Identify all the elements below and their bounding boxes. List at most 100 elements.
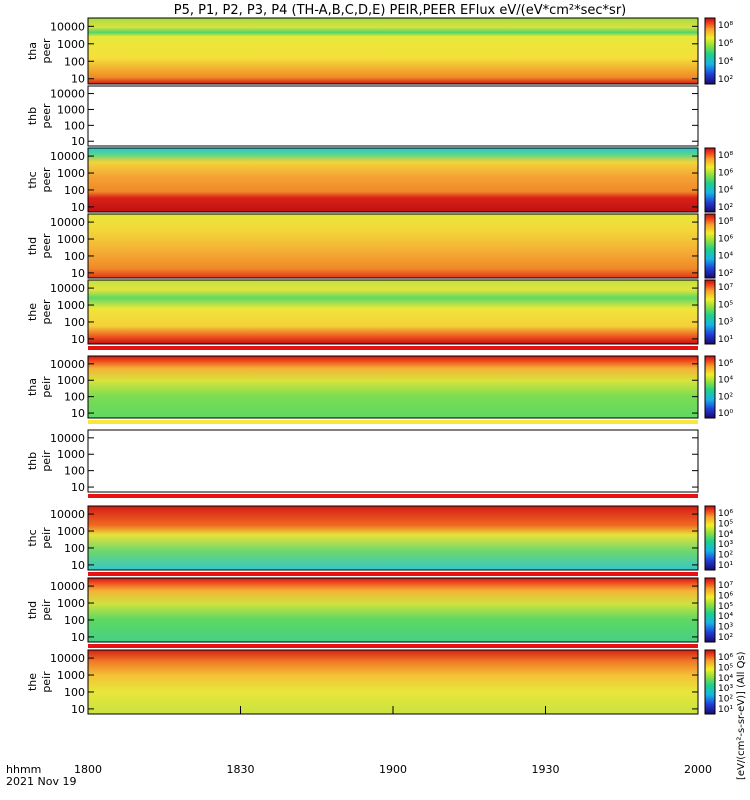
ylabel-species: peer	[40, 299, 53, 325]
panel-thc-peer: 10 100 1000 10000 thc peer 10⁸ 10⁶ 10⁴ 10²	[26, 147, 733, 214]
panel-frame	[87, 85, 699, 147]
y-tick-label: 1000	[57, 233, 85, 246]
ylabel-species: peir	[40, 527, 53, 549]
ylabel-probe: thb	[26, 107, 39, 125]
panel-tha-peir: 10 100 1000 10000 tha peir 10⁶ 10⁴ 10² 10⁰	[26, 355, 733, 420]
colorbar-tick-label: 10⁴	[718, 530, 733, 540]
colorbar	[704, 213, 716, 279]
colorbar-tick-label: 10⁶	[718, 509, 733, 519]
panel-frame	[87, 577, 699, 643]
status-strip	[88, 644, 698, 648]
colorbar-tick-label: 10⁵	[718, 519, 733, 529]
spectrogram-thc-peir	[88, 506, 698, 570]
spectrogram-empty-thb-peir	[88, 430, 698, 492]
y-tick-label: 10000	[50, 508, 85, 521]
y-tick-label: 10000	[50, 580, 85, 593]
y-tick-label: 1000	[57, 669, 85, 682]
colorbar-tick-label: 10¹	[718, 561, 733, 571]
ylabel-probe: thc	[26, 171, 39, 188]
spectrogram-thc-peer	[88, 148, 698, 212]
panel-thd-peer: 10 100 1000 10000 thd peer 10⁸ 10⁶ 10⁴ 10²	[26, 213, 733, 280]
colorbar-tick-label: 10²	[718, 203, 733, 213]
x-tick-label: 1930	[532, 763, 560, 776]
ylabel-probe: tha	[26, 42, 39, 60]
y-tick-label: 100	[64, 686, 85, 699]
y-tick-label: 10	[71, 135, 85, 148]
colorbar	[704, 505, 716, 571]
colorbar-tick-label: 10²	[718, 695, 733, 705]
x-tick-label: 1830	[227, 763, 255, 776]
colorbar	[704, 17, 716, 85]
ylabel-species: peir	[40, 450, 53, 472]
ylabel-probe: thb	[26, 452, 39, 470]
colorbar	[704, 649, 716, 715]
y-tick-label: 10	[71, 267, 85, 280]
colorbar-tick-label: 10¹	[718, 705, 733, 715]
ylabel-species: peir	[40, 376, 53, 398]
colorbar-tick-label: 10⁵	[718, 663, 733, 673]
spectrogram-the-peir	[88, 650, 698, 714]
y-tick-label: 100	[64, 119, 85, 132]
ylabel-species: peer	[40, 233, 53, 259]
colorbar-tick-label: 10⁴	[718, 612, 733, 622]
ylabel-probe: the	[26, 673, 39, 691]
ylabel-species: peir	[40, 599, 53, 621]
spectrogram-tha-peir	[88, 356, 698, 418]
colorbar-tick-label: 10⁶	[718, 359, 733, 369]
colorbar-tick-label: 10⁸	[718, 21, 733, 31]
y-tick-label: 10000	[50, 282, 85, 295]
x-tick-label: 1900	[379, 763, 407, 776]
y-tick-label: 10	[71, 333, 85, 346]
y-tick-label: 100	[64, 250, 85, 263]
spectrogram-empty-thb-peer	[88, 86, 698, 146]
figure-title: P5, P1, P2, P3, P4 (TH-A,B,C,D,E) PEIR,P…	[174, 3, 627, 18]
x-tick-label: 1800	[74, 763, 102, 776]
ylabel-species: peer	[40, 38, 53, 64]
colorbar-tick-label: 10²	[718, 392, 733, 402]
colorbar-tick-label: 10²	[718, 75, 733, 85]
colorbar-tick-label: 10³	[718, 318, 733, 328]
panel-frame	[87, 505, 699, 571]
status-strip	[88, 572, 698, 576]
y-tick-label: 10000	[50, 432, 85, 445]
colorbar-tick-label: 10⁷	[718, 283, 733, 293]
colorbar-tick-label: 10⁶	[718, 168, 733, 178]
ylabel-probe: thd	[26, 601, 39, 619]
y-tick-label: 10000	[50, 216, 85, 229]
date-label: 2021 Nov 19	[6, 775, 76, 788]
panel-frame	[87, 147, 699, 213]
panel-thb-peer: 10 100 1000 10000 thb peer	[26, 85, 699, 148]
panel-frame	[87, 17, 699, 85]
y-tick-label: 1000	[57, 374, 85, 387]
y-tick-label: 1000	[57, 299, 85, 312]
status-strip	[88, 420, 698, 424]
colorbar-tick-label: 10⁴	[718, 252, 733, 262]
spectrogram-thd-peer	[88, 214, 698, 278]
panel-the-peer: 10 100 1000 10000 the peer 10⁷ 10⁵ 10³ 10¹	[26, 279, 733, 346]
y-tick-label: 10	[71, 481, 85, 494]
panel-frame	[87, 429, 699, 493]
status-strip	[88, 346, 698, 350]
colorbar-tick-label: 10⁶	[718, 39, 733, 49]
colorbar-tick-label: 10³	[718, 684, 733, 694]
panel-frame	[87, 279, 699, 345]
ylabel-probe: tha	[26, 378, 39, 396]
y-tick-label: 1000	[57, 38, 85, 51]
colorbar-tick-label: 10⁶	[718, 234, 733, 244]
y-tick-label: 10	[71, 73, 85, 86]
y-tick-label: 10000	[50, 652, 85, 665]
panel-frame	[87, 213, 699, 279]
y-tick-label: 100	[64, 542, 85, 555]
spectrogram-tha-peer	[88, 18, 698, 84]
panel-frame	[87, 355, 699, 419]
colorbar-tick-label: 10³	[718, 540, 733, 550]
colorbar	[704, 355, 716, 419]
y-tick-label: 10	[71, 201, 85, 214]
status-strips	[88, 346, 698, 648]
x-corner-label: hhmm	[6, 763, 41, 776]
colorbar-tick-label: 10⁰	[718, 409, 733, 419]
